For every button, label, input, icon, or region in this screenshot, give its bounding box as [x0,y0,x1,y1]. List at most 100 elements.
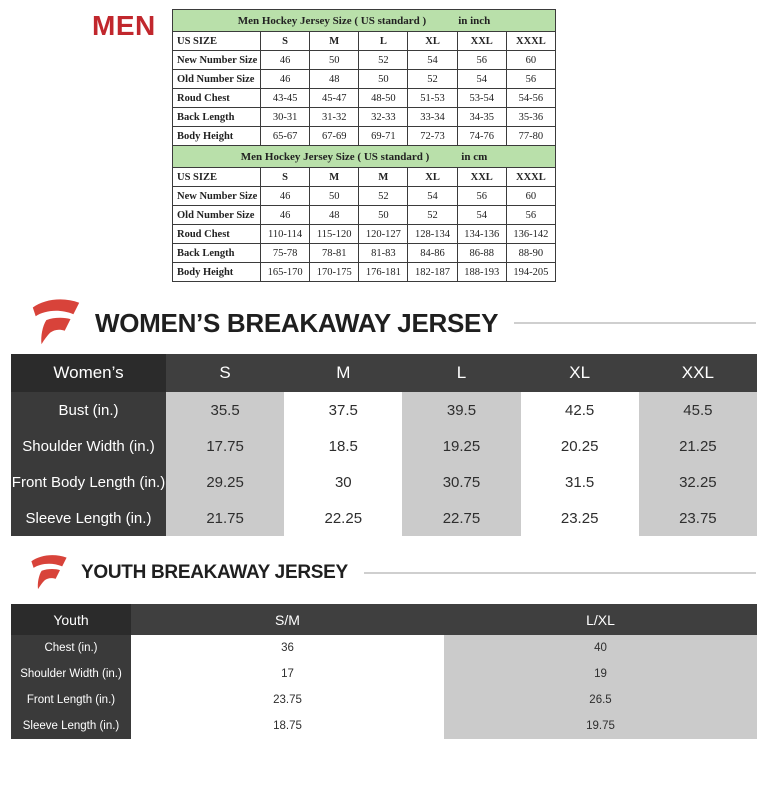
youth-header-divider [363,572,756,574]
measurement-cell-value: 23.75 [638,500,757,536]
men-cell-value: 128-134 [407,224,458,244]
men-table-green-header-cell: Men Hockey Jersey Size ( US standard ) in… [172,145,556,168]
men-table-row: US SIZE S M L XL XXL XXXL [172,31,557,51]
measurement-cell-value: 19.75 [444,713,757,739]
men-table-green-header-cell: Men Hockey Jersey Size ( US standard ) in… [172,9,556,32]
measurement-cell-value: 32.25 [638,464,757,500]
men-cell-value: 60 [505,50,557,70]
men-cell-value: S [259,31,311,51]
men-cell-value: 32-33 [358,107,409,127]
men-table-unit-text: in cm [461,150,488,163]
men-cell-value: 46 [259,69,311,89]
men-row-label: US SIZE [172,167,261,187]
measurement-row-label: Front Body Length (in.) [11,464,166,500]
men-cell-value: S [259,167,311,187]
youth-section-title: YOUTH BREAKAWAY JERSEY [81,562,348,583]
men-cell-value: 54 [456,205,507,225]
men-row-label: Back Length [172,107,261,127]
men-cell-value: 54 [456,69,507,89]
men-cell-value: 48 [309,69,360,89]
measurement-row-label: Shoulder Width (in.) [11,428,166,464]
men-cell-value: 84-86 [407,243,458,263]
men-cell-value: 53-54 [456,88,507,108]
men-cell-value: 170-175 [309,262,360,282]
measurement-cell-value: 19.25 [402,428,521,464]
men-cell-value: 67-69 [309,126,360,146]
men-cell-value: 115-120 [309,224,360,244]
measurement-cell-value: 21.75 [166,500,285,536]
men-cell-value: 52 [358,186,409,206]
men-cell-value: 77-80 [505,126,557,146]
womens-size-table-body: Women’s S M L XL XXL Bust (in.) 35.5 37.5 39.5 42.… [11,354,757,536]
men-table-row: US SIZE S M M XL XXL XXXL [172,167,557,187]
measurement-cell-value: 17.75 [166,428,285,464]
men-cell-value: 52 [358,50,409,70]
men-cell-value: 176-181 [358,262,409,282]
measurement-cell-value: 40 [444,635,757,661]
womens-section-header: WOMEN’S BREAKAWAY JERSEY [0,292,768,354]
men-cell-value: 56 [505,69,557,89]
men-cell-value: XL [407,167,458,187]
men-cell-value: 110-114 [259,224,311,244]
men-cell-value: M [309,31,360,51]
men-cell-value: 51-53 [407,88,458,108]
men-cell-value: 35-36 [505,107,557,127]
men-table-row: Old Number Size 46 48 50 52 54 56 [172,205,557,225]
men-row-label: Roud Chest [172,224,261,244]
men-cell-value: M [358,167,409,187]
size-table-row: Sleeve Length (in.) 21.75 22.25 22.75 23.25 2… [11,500,757,536]
men-cell-value: 56 [505,205,557,225]
men-cell-value: 45-47 [309,88,360,108]
men-table-header-text: Men Hockey Jersey Size ( US standard ) [240,150,430,163]
size-column-header: XL [520,354,639,392]
men-cell-value: 134-136 [456,224,507,244]
men-cell-value: 165-170 [259,262,311,282]
men-row-label: Back Length [172,243,261,263]
measurement-cell-value: 37.5 [328,401,358,419]
size-column-header: XXL [638,354,757,392]
men-row-label: US SIZE [172,31,261,51]
measurement-cell-value: 18.75 [273,720,302,732]
men-cell-value: 74-76 [456,126,507,146]
men-cell-value: 72-73 [407,126,458,146]
men-row-label: Body Height [172,126,261,146]
size-table-row: Sleeve Length (in.) 18.75 19.75 [11,713,757,739]
size-column-header: L/XL [444,604,757,635]
measurement-cell-value: 45.5 [638,392,757,428]
men-table-row: New Number Size 46 50 52 54 56 60 [172,50,557,70]
men-cell-value: XXL [456,31,507,51]
men-cell-value: 56 [456,50,507,70]
womens-header-divider [514,322,756,324]
men-cell-value: 54-56 [505,88,557,108]
size-table-row: Front Length (in.) 23.75 26.5 [11,687,757,713]
men-cell-value: 56 [456,186,507,206]
measurement-cell-value: 17 [281,668,294,680]
youth-section-header: YOUTH BREAKAWAY JERSEY [0,548,768,598]
men-table-row: Roud Chest 43-45 45-47 48-50 51-53 53-54 54-56 [172,88,557,108]
womens-section-title: WOMEN’S BREAKAWAY JERSEY [95,307,499,338]
fanatics-flag-logo-icon [31,555,67,590]
men-cell-value: 31-32 [309,107,360,127]
size-column-header: L [402,354,521,392]
measurement-row-label: Front Length (in.) [11,687,131,713]
men-cell-value: L [358,31,409,51]
men-cell-value: 30-31 [259,107,311,127]
men-cell-value: 34-35 [456,107,507,127]
men-table-row: Body Height 65-67 67-69 69-71 72-73 74-76 77-8… [172,126,557,146]
men-cell-value: 46 [259,205,311,225]
men-cell-value: 194-205 [505,262,557,282]
size-table-row: Shoulder Width (in.) 17.75 18.5 19.25 20.25 2… [11,428,757,464]
men-cell-value: XXXL [505,167,557,187]
men-row-label: New Number Size [172,50,261,70]
men-cell-value: 46 [259,186,311,206]
measurement-cell-value: 36 [281,642,294,654]
men-table-unit-text: in inch [458,14,491,27]
men-row-label: Old Number Size [172,205,261,225]
men-table-row: Body Height 165-170 170-175 176-181 182-187 1… [172,262,557,282]
men-cell-value: 81-83 [358,243,409,263]
men-section-title: MEN [92,10,156,41]
fanatics-flag-logo-icon [32,299,80,345]
men-cell-value: 182-187 [407,262,458,282]
size-table-row: Chest (in.) 36 40 [11,635,757,661]
measurement-cell-value: 20.25 [560,437,599,455]
